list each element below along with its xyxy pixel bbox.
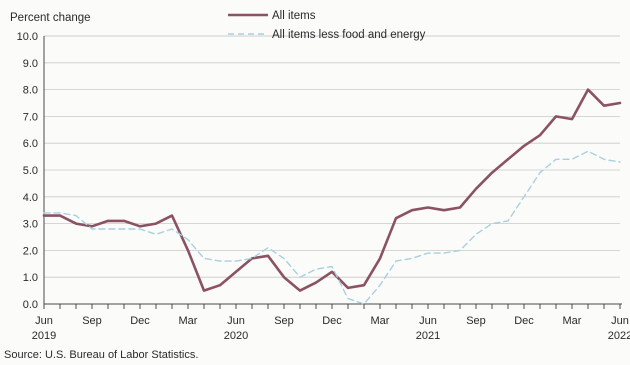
y-tick-label: 4.0 [23,192,38,204]
x-tick-label: Mar [371,315,390,327]
x-tick-label: Sep [274,315,294,327]
y-tick-label: 2.0 [23,245,38,257]
x-tick-label: Dec [514,315,534,327]
grid-layer [44,35,620,278]
y-axis-title: Percent change [10,12,91,24]
legend-label: All items [272,10,316,22]
year-label: 2022 [608,330,630,342]
year-label: 2019 [32,330,56,342]
x-tick-label: Dec [322,315,342,327]
x-tick-label: Jun [611,315,629,327]
y-tick-label: 6.0 [23,138,38,150]
x-tick-label: Sep [466,315,486,327]
y-tick-label: 5.0 [23,165,38,177]
year-label: 2020 [224,330,248,342]
y-tick-label: 10.0 [17,31,38,43]
legend-label: All items less food and energy [272,29,426,41]
source-note: Source: U.S. Bureau of Labor Statistics. [4,349,198,361]
y-tick-label: 7.0 [23,111,38,123]
legend: All items All items less food and energy [228,10,426,41]
x-tick-label: Jun [227,315,245,327]
year-label: 2021 [416,330,440,342]
series-layer [42,88,622,305]
x-tick-label: Sep [82,315,102,327]
x-tick-label: Mar [179,315,198,327]
y-tick-label: 1.0 [23,272,38,284]
x-tick-label: Jun [35,315,53,327]
y-tick-label: 9.0 [23,58,38,70]
y-tick-label: 0.0 [23,299,38,311]
y-tick-label: 8.0 [23,85,38,97]
x-tick-label: Dec [130,315,150,327]
x-tick-label: Jun [419,315,437,327]
x-tick-label: Mar [563,315,582,327]
series-line-core [43,150,621,305]
series-line-all-items [42,88,622,292]
axis-layer: 0.0 1.0 2.0 3.0 4.0 5.0 6.0 7.0 8.0 9.0 10.0 Jun Sep… [17,31,630,342]
y-tick-label: 3.0 [23,219,38,231]
